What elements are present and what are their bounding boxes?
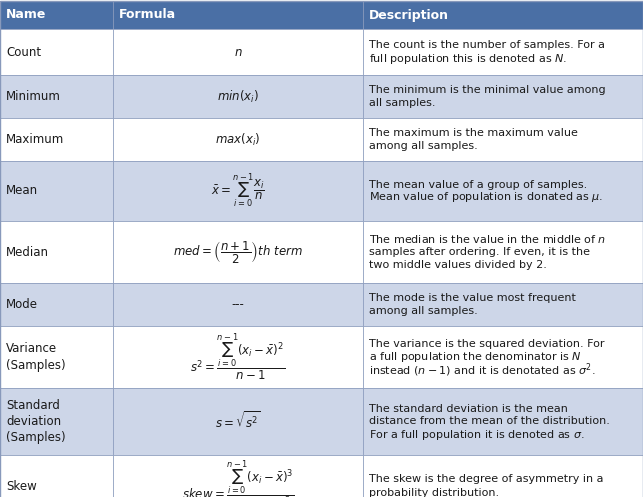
Text: $n$: $n$ [233, 46, 242, 59]
Bar [0, 388, 113, 455]
Bar [113, 455, 363, 497]
Bar [363, 221, 643, 283]
Text: $skew = \dfrac{\sum_{i=0}^{n-1}(x_i - \bar{x})^3}{(n-1) * s^3}$: $skew = \dfrac{\sum_{i=0}^{n-1}(x_i - \b… [182, 459, 294, 497]
Text: Name: Name [6, 8, 46, 21]
Text: Mean value of population is donated as $\mu$.: Mean value of population is donated as $… [369, 190, 603, 204]
Bar [363, 118, 643, 161]
Text: The skew is the degree of asymmetry in a: The skew is the degree of asymmetry in a [369, 475, 604, 485]
Text: two middle values divided by 2.: two middle values divided by 2. [369, 260, 547, 270]
Bar [363, 326, 643, 388]
Bar [113, 326, 363, 388]
Text: ---: --- [231, 298, 244, 311]
Bar [113, 161, 363, 221]
Bar [113, 388, 363, 455]
Text: The mode is the value most frequent: The mode is the value most frequent [369, 293, 576, 303]
Text: Median: Median [6, 246, 49, 258]
Text: The mean value of a group of samples.: The mean value of a group of samples. [369, 179, 587, 189]
Bar [0, 1, 113, 29]
Bar [363, 455, 643, 497]
Bar [113, 75, 363, 118]
Text: Skew: Skew [6, 480, 37, 493]
Bar [0, 221, 113, 283]
Bar [113, 221, 363, 283]
Text: distance from the mean of the distribution.: distance from the mean of the distributi… [369, 416, 610, 426]
Text: The minimum is the minimal value among: The minimum is the minimal value among [369, 85, 606, 95]
Bar [363, 283, 643, 326]
Text: The median is the value in the middle of $n$: The median is the value in the middle of… [369, 233, 606, 245]
Text: $s = \sqrt{s^2}$: $s = \sqrt{s^2}$ [215, 411, 261, 432]
Text: samples after ordering. If even, it is the: samples after ordering. If even, it is t… [369, 247, 590, 257]
Bar [0, 161, 113, 221]
Text: probability distribution.: probability distribution. [369, 488, 499, 497]
Text: full population this is denoted as $N$.: full population this is denoted as $N$. [369, 52, 567, 66]
Text: among all samples.: among all samples. [369, 306, 478, 316]
Text: The variance is the squared deviation. For: The variance is the squared deviation. F… [369, 339, 604, 349]
Text: The count is the number of samples. For a: The count is the number of samples. For … [369, 40, 605, 51]
Text: among all samples.: among all samples. [369, 141, 478, 151]
Bar [363, 75, 643, 118]
Bar [363, 1, 643, 29]
Text: Standard
deviation
(Samples): Standard deviation (Samples) [6, 399, 66, 444]
Bar [0, 118, 113, 161]
Text: Count: Count [6, 46, 41, 59]
Text: Description: Description [369, 8, 449, 21]
Bar [363, 29, 643, 75]
Bar [113, 1, 363, 29]
Bar [0, 326, 113, 388]
Text: $\bar{x} = \sum_{i=0}^{n-1} \dfrac{x_i}{n}$: $\bar{x} = \sum_{i=0}^{n-1} \dfrac{x_i}{… [211, 172, 265, 210]
Text: Mean: Mean [6, 184, 38, 197]
Bar [0, 75, 113, 118]
Text: Maximum: Maximum [6, 133, 64, 146]
Text: For a full population it is denoted as $\sigma$.: For a full population it is denoted as $… [369, 427, 584, 441]
Text: Mode: Mode [6, 298, 38, 311]
Text: Minimum: Minimum [6, 90, 61, 103]
Text: Variance
(Samples): Variance (Samples) [6, 342, 66, 371]
Text: $max(x_i)$: $max(x_i)$ [215, 131, 260, 148]
Bar [113, 29, 363, 75]
Text: all samples.: all samples. [369, 98, 435, 108]
Bar [363, 388, 643, 455]
Text: The maximum is the maximum value: The maximum is the maximum value [369, 128, 578, 138]
Bar [0, 455, 113, 497]
Text: $min(x_i)$: $min(x_i)$ [217, 88, 259, 104]
Text: instead $(n-1)$ and it is denotated as $\sigma^2$.: instead $(n-1)$ and it is denotated as $… [369, 361, 595, 379]
Bar [0, 283, 113, 326]
Text: $med = \left(\dfrac{n+1}{2}\right) \mathit{th\ term}$: $med = \left(\dfrac{n+1}{2}\right) \math… [173, 239, 303, 265]
Bar [363, 161, 643, 221]
Bar [113, 283, 363, 326]
Bar [113, 118, 363, 161]
Text: Formula: Formula [119, 8, 176, 21]
Text: $s^2 = \dfrac{\sum_{i=0}^{n-1}(x_i - \bar{x})^2}{n-1}$: $s^2 = \dfrac{\sum_{i=0}^{n-1}(x_i - \ba… [190, 331, 285, 382]
Text: a full population the denominator is $N$: a full population the denominator is $N$ [369, 350, 582, 364]
Text: The standard deviation is the mean: The standard deviation is the mean [369, 404, 568, 414]
Bar [0, 29, 113, 75]
